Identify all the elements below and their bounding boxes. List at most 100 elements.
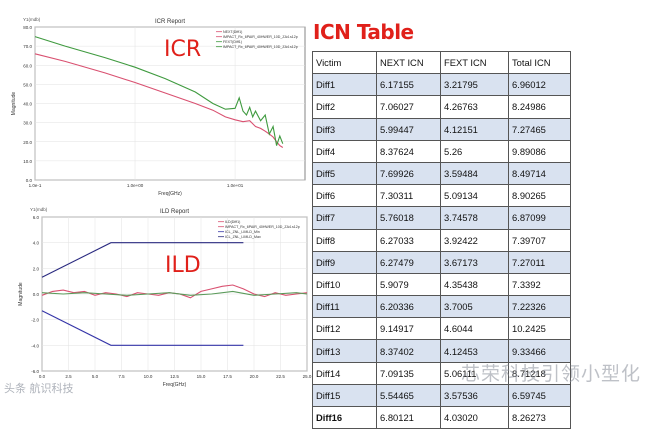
cell-next-icn: 5.99447 [376, 117, 441, 141]
y-tick-label: -4.0 [31, 343, 39, 348]
icr-label: ICR [164, 37, 202, 62]
cell-fext-icn: 3.74578 [440, 206, 509, 230]
cell-total-icn: 7.3392 [508, 272, 571, 297]
table-row: Diff1 6.17155 3.21795 6.96012 [312, 73, 571, 97]
ild-label: ILD [165, 253, 201, 278]
y-tick-label: 80.0 [23, 25, 32, 30]
cell-victim: Diff9 [312, 250, 377, 274]
y-tick-label: 70.0 [23, 44, 32, 49]
cell-victim: Diff14 [312, 361, 377, 385]
y-axis-label: Magnitude [11, 92, 17, 116]
x-tick-label: 7.5 [118, 374, 125, 379]
ild-chart: ILD Report Y1(mdb) 6.0 4.0 2.0 0.0 -2.0 -4.0 -6.… [18, 207, 312, 388]
cell-fext-icn: 3.7005 [440, 295, 509, 319]
table-row: Diff2 7.06027 4.26763 8.24986 [312, 95, 571, 119]
cell-next-icn: 7.09135 [376, 361, 441, 385]
y-tick-label: 20.0 [23, 140, 32, 145]
cell-fext-icn: 3.59484 [440, 161, 509, 186]
cell-next-icn: 9.14917 [376, 317, 441, 341]
cell-total-icn: 8.90265 [508, 184, 571, 208]
cell-next-icn: 7.69926 [376, 161, 441, 186]
cell-next-icn: 6.27479 [376, 250, 441, 274]
legend-entry: IMPACT_Rx_6PAIR_40HWER_10D_ZA4.s12p [225, 225, 300, 229]
cell-total-icn: 9.89086 [508, 139, 571, 163]
series-line-1 [34, 53, 284, 148]
cell-next-icn: 8.37402 [376, 339, 441, 363]
cell-next-icn: 7.06027 [376, 95, 441, 119]
cell-fext-icn: 3.92422 [440, 228, 509, 252]
x-tick-label: 25.0 [303, 374, 312, 379]
table-row: Diff10 5.9079 4.35438 7.3392 [312, 272, 571, 297]
x-tick-label: 5.0 [92, 374, 99, 379]
icn-table-title: ICN Table [313, 20, 414, 44]
legend-entry: ICL_ZNL_LIMLD_Max [225, 235, 261, 239]
cell-fext-icn: 4.12453 [440, 339, 509, 363]
cell-fext-icn: 3.57536 [440, 383, 509, 408]
y-tick-label: -2.0 [31, 318, 39, 323]
cell-total-icn: 10.2425 [508, 317, 571, 341]
icn-table: Victim NEXT ICN FEXT ICN Total ICN Diff1… [312, 50, 571, 429]
cell-next-icn: 5.9079 [376, 272, 441, 297]
cell-fext-icn: 3.21795 [440, 73, 509, 97]
table-row: Diff8 6.27033 3.92422 7.39707 [312, 228, 571, 252]
corner-label: Y1(mdb) [30, 207, 48, 212]
legend-entry: IMPACT_Rx_6PAIR_40HWER_10D_ZA4.s12p [223, 45, 298, 49]
x-axis-label: Freq(GHz) [158, 191, 182, 197]
legend-entry: FEXT(Diff1) [223, 40, 242, 44]
cell-fext-icn: 3.67173 [440, 250, 509, 274]
header-fext-icn: FEXT ICN [440, 50, 509, 75]
chart-title: ILD Report [160, 209, 189, 215]
corner-label: Y1(mdb) [23, 17, 41, 22]
y-tick-label: 30.0 [23, 121, 32, 126]
series-line-2 [41, 310, 244, 346]
cell-victim: Diff13 [312, 339, 377, 363]
y-tick-label: 40.0 [23, 102, 32, 107]
cell-victim: Diff15 [312, 383, 377, 408]
x-tick-label: 22.5 [276, 374, 285, 379]
legend-entry: NEXT(Diff1) [223, 30, 242, 34]
legend-entry: ILD(Diff1) [225, 220, 240, 224]
x-tick-label: 1.0e+01 [227, 183, 244, 188]
cell-next-icn: 6.20336 [376, 295, 441, 319]
header-next-icn: NEXT ICN [376, 50, 441, 75]
table-row: Diff7 5.76018 3.74578 6.87099 [312, 206, 571, 230]
watermark-right: 芯荣科技引领小型化 [460, 363, 641, 385]
cell-next-icn: 6.80121 [376, 405, 441, 429]
cell-victim: Diff6 [312, 184, 377, 208]
series-line-4 [41, 290, 308, 296]
table-row: Diff11 6.20336 3.7005 7.22326 [312, 295, 571, 319]
x-axis-label: Freq(GHz) [163, 382, 187, 388]
y-tick-label: 10.0 [23, 159, 32, 164]
cell-victim: Diff2 [312, 95, 377, 119]
cell-fext-icn: 4.12151 [440, 117, 509, 141]
cell-next-icn: 6.17155 [376, 73, 441, 97]
cell-total-icn: 8.26273 [508, 405, 571, 429]
cell-fext-icn: 4.6044 [440, 317, 509, 341]
header-total-icn: Total ICN [508, 50, 571, 75]
cell-victim: Diff11 [312, 295, 377, 319]
series-line-2 [34, 36, 284, 146]
header-victim: Victim [312, 50, 377, 75]
y-tick-label: 4.0 [33, 241, 40, 246]
icr-chart: ICR Report Y1(mdb) 0.0 10.0 20.0 30.0 40.0 50.0… [11, 17, 306, 197]
x-tick-label: 15.0 [197, 374, 206, 379]
cell-total-icn: 8.49714 [508, 161, 571, 186]
table-row: Diff16 6.80121 4.03020 8.26273 [312, 405, 571, 429]
table-header-row: Victim NEXT ICN FEXT ICN Total ICN [312, 50, 571, 75]
y-tick-label: 6.0 [33, 215, 40, 220]
cell-fext-icn: 4.35438 [440, 272, 509, 297]
y-tick-label: 0.0 [26, 178, 33, 183]
cell-total-icn: 7.27465 [508, 117, 571, 141]
cell-total-icn: 6.87099 [508, 206, 571, 230]
cell-victim: Diff4 [312, 139, 377, 163]
series-line-1 [41, 242, 244, 278]
cell-fext-icn: 5.26 [440, 139, 509, 163]
y-tick-label: 0.0 [33, 292, 40, 297]
table-row: Diff14 7.09135 5.06111 8.71218 [312, 361, 571, 385]
cell-total-icn: 9.33466 [508, 339, 571, 363]
table-row: Diff6 7.30311 5.09134 8.90265 [312, 184, 571, 208]
x-tick-label: 1.0e-1 [29, 183, 42, 188]
cell-fext-icn: 5.09134 [440, 184, 509, 208]
table-row: Diff5 7.69926 3.59484 8.49714 [312, 161, 571, 186]
cell-victim: Diff12 [312, 317, 377, 341]
